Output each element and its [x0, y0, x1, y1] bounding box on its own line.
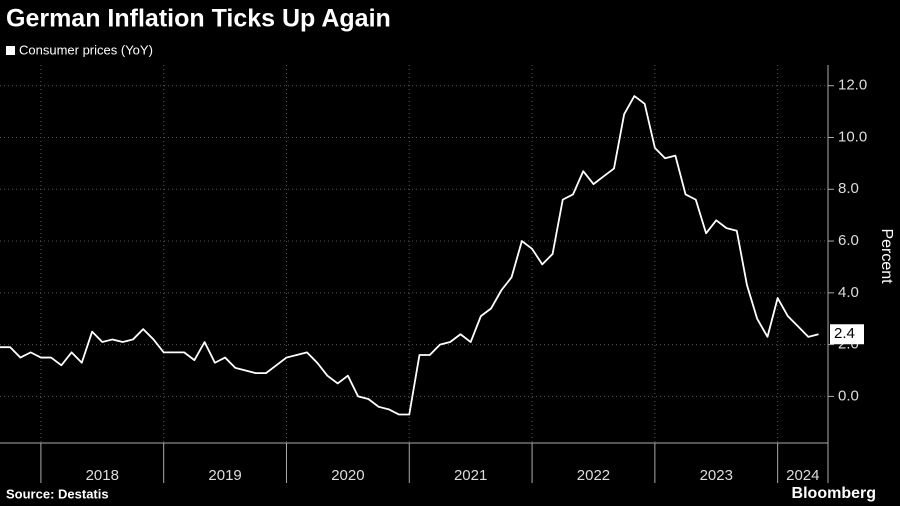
chart-title: German Inflation Ticks Up Again [6, 5, 391, 33]
x-tick-label: 2019 [208, 467, 241, 484]
y-tick-label: 12.0 [838, 77, 867, 94]
data-line [0, 95, 819, 416]
last-value-label: 2.4 [834, 325, 855, 342]
legend-swatch [6, 46, 15, 55]
x-tick-label: 2022 [577, 467, 610, 484]
y-tick-label: 4.0 [838, 284, 859, 301]
last-value-box [830, 324, 864, 345]
x-tick-label: 2024 [786, 467, 819, 484]
x-tick-label: 2023 [700, 467, 733, 484]
source: Source: Destatis [6, 486, 109, 501]
x-tick-label: 2020 [331, 467, 364, 484]
y-tick-label: 6.0 [838, 232, 859, 249]
brand: Bloomberg [792, 485, 876, 502]
x-tick-label: 2018 [86, 467, 119, 484]
x-tick-label: 2021 [454, 467, 487, 484]
y-tick-label: 10.0 [838, 128, 867, 145]
y-axis-label: Percent [878, 228, 895, 284]
legend-label: Consumer prices (YoY) [19, 42, 153, 57]
y-tick-label: 8.0 [838, 180, 859, 197]
y-tick-label: 0.0 [838, 387, 859, 404]
